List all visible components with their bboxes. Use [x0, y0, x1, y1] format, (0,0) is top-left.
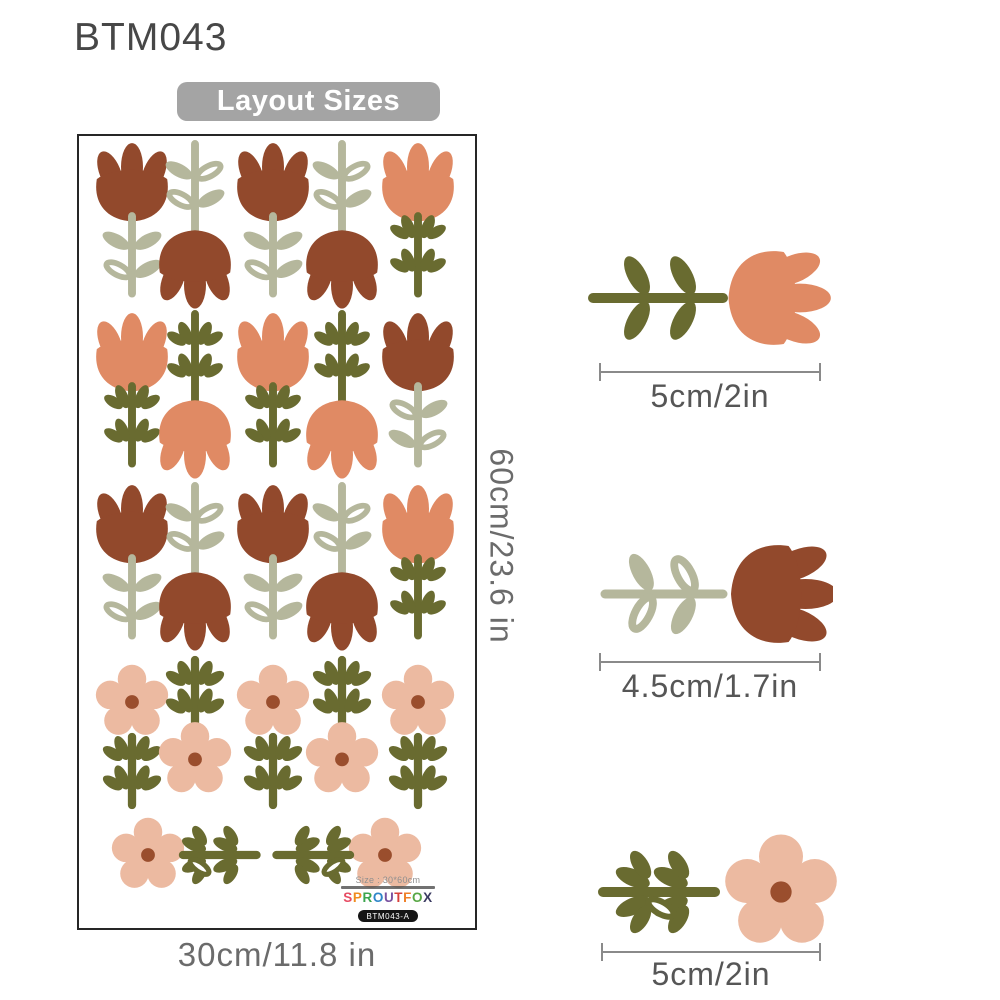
layout-sizes-label: Layout Sizes [216, 85, 401, 117]
sheet-footer: Size : 30*60cm SPROUTFOX BTM043-A [315, 875, 461, 924]
rust-tulip-loop-stem [378, 313, 458, 463]
olive-stem-coral-bell [302, 314, 382, 479]
coral-tulip [378, 143, 458, 293]
page-title: BTM043 [74, 16, 228, 59]
sheet-flower-grid [79, 136, 475, 928]
coral-tulip [378, 485, 458, 635]
sheet-size-note: Size : 30*60cm [355, 874, 421, 885]
dimension-line [599, 363, 821, 381]
olive-stem-pink-daisy [159, 659, 231, 793]
rust-tulip [233, 143, 313, 293]
dimension-label: 4.5cm/1.7in [621, 668, 799, 704]
dimension-line [599, 653, 821, 671]
dimension-line [601, 943, 821, 961]
sage-stem-rust-bell [302, 144, 382, 309]
olive-stem-coral-bell [155, 314, 235, 479]
brand-logo: SPROUTFOX [343, 890, 433, 906]
sheet-height-label: 60cm/23.6 in [483, 448, 520, 644]
coral-tulip-horizontal-illustration [588, 245, 831, 351]
pink-daisy-horizontal-illustration [598, 834, 837, 943]
sage-stem-rust-bell [155, 144, 235, 309]
sheet-width-label: 30cm/11.8 in [177, 936, 377, 973]
dimension-label: 5cm/2in [650, 378, 770, 414]
pink-daisy [382, 665, 454, 805]
olive-stem-pink-daisy [306, 659, 378, 793]
pink-daisy [96, 665, 168, 805]
rust-tulip [233, 485, 313, 635]
layout-sizes-badge: Layout Sizes [177, 82, 440, 121]
sku-badge: BTM043-A [358, 910, 418, 923]
dimension-label: 5cm/2in [651, 956, 771, 992]
sticker-sheet: Size : 30*60cm SPROUTFOX BTM043-A [77, 134, 477, 930]
daisy-sprig-left [112, 818, 257, 888]
rust-tulip-horizontal-illustration [600, 539, 833, 649]
pink-daisy [237, 665, 309, 805]
coral-tulip [233, 313, 313, 463]
sage-stem-rust-bell [302, 486, 382, 651]
fine-print-line [341, 886, 435, 890]
sage-stem-rust-bell [155, 486, 235, 651]
